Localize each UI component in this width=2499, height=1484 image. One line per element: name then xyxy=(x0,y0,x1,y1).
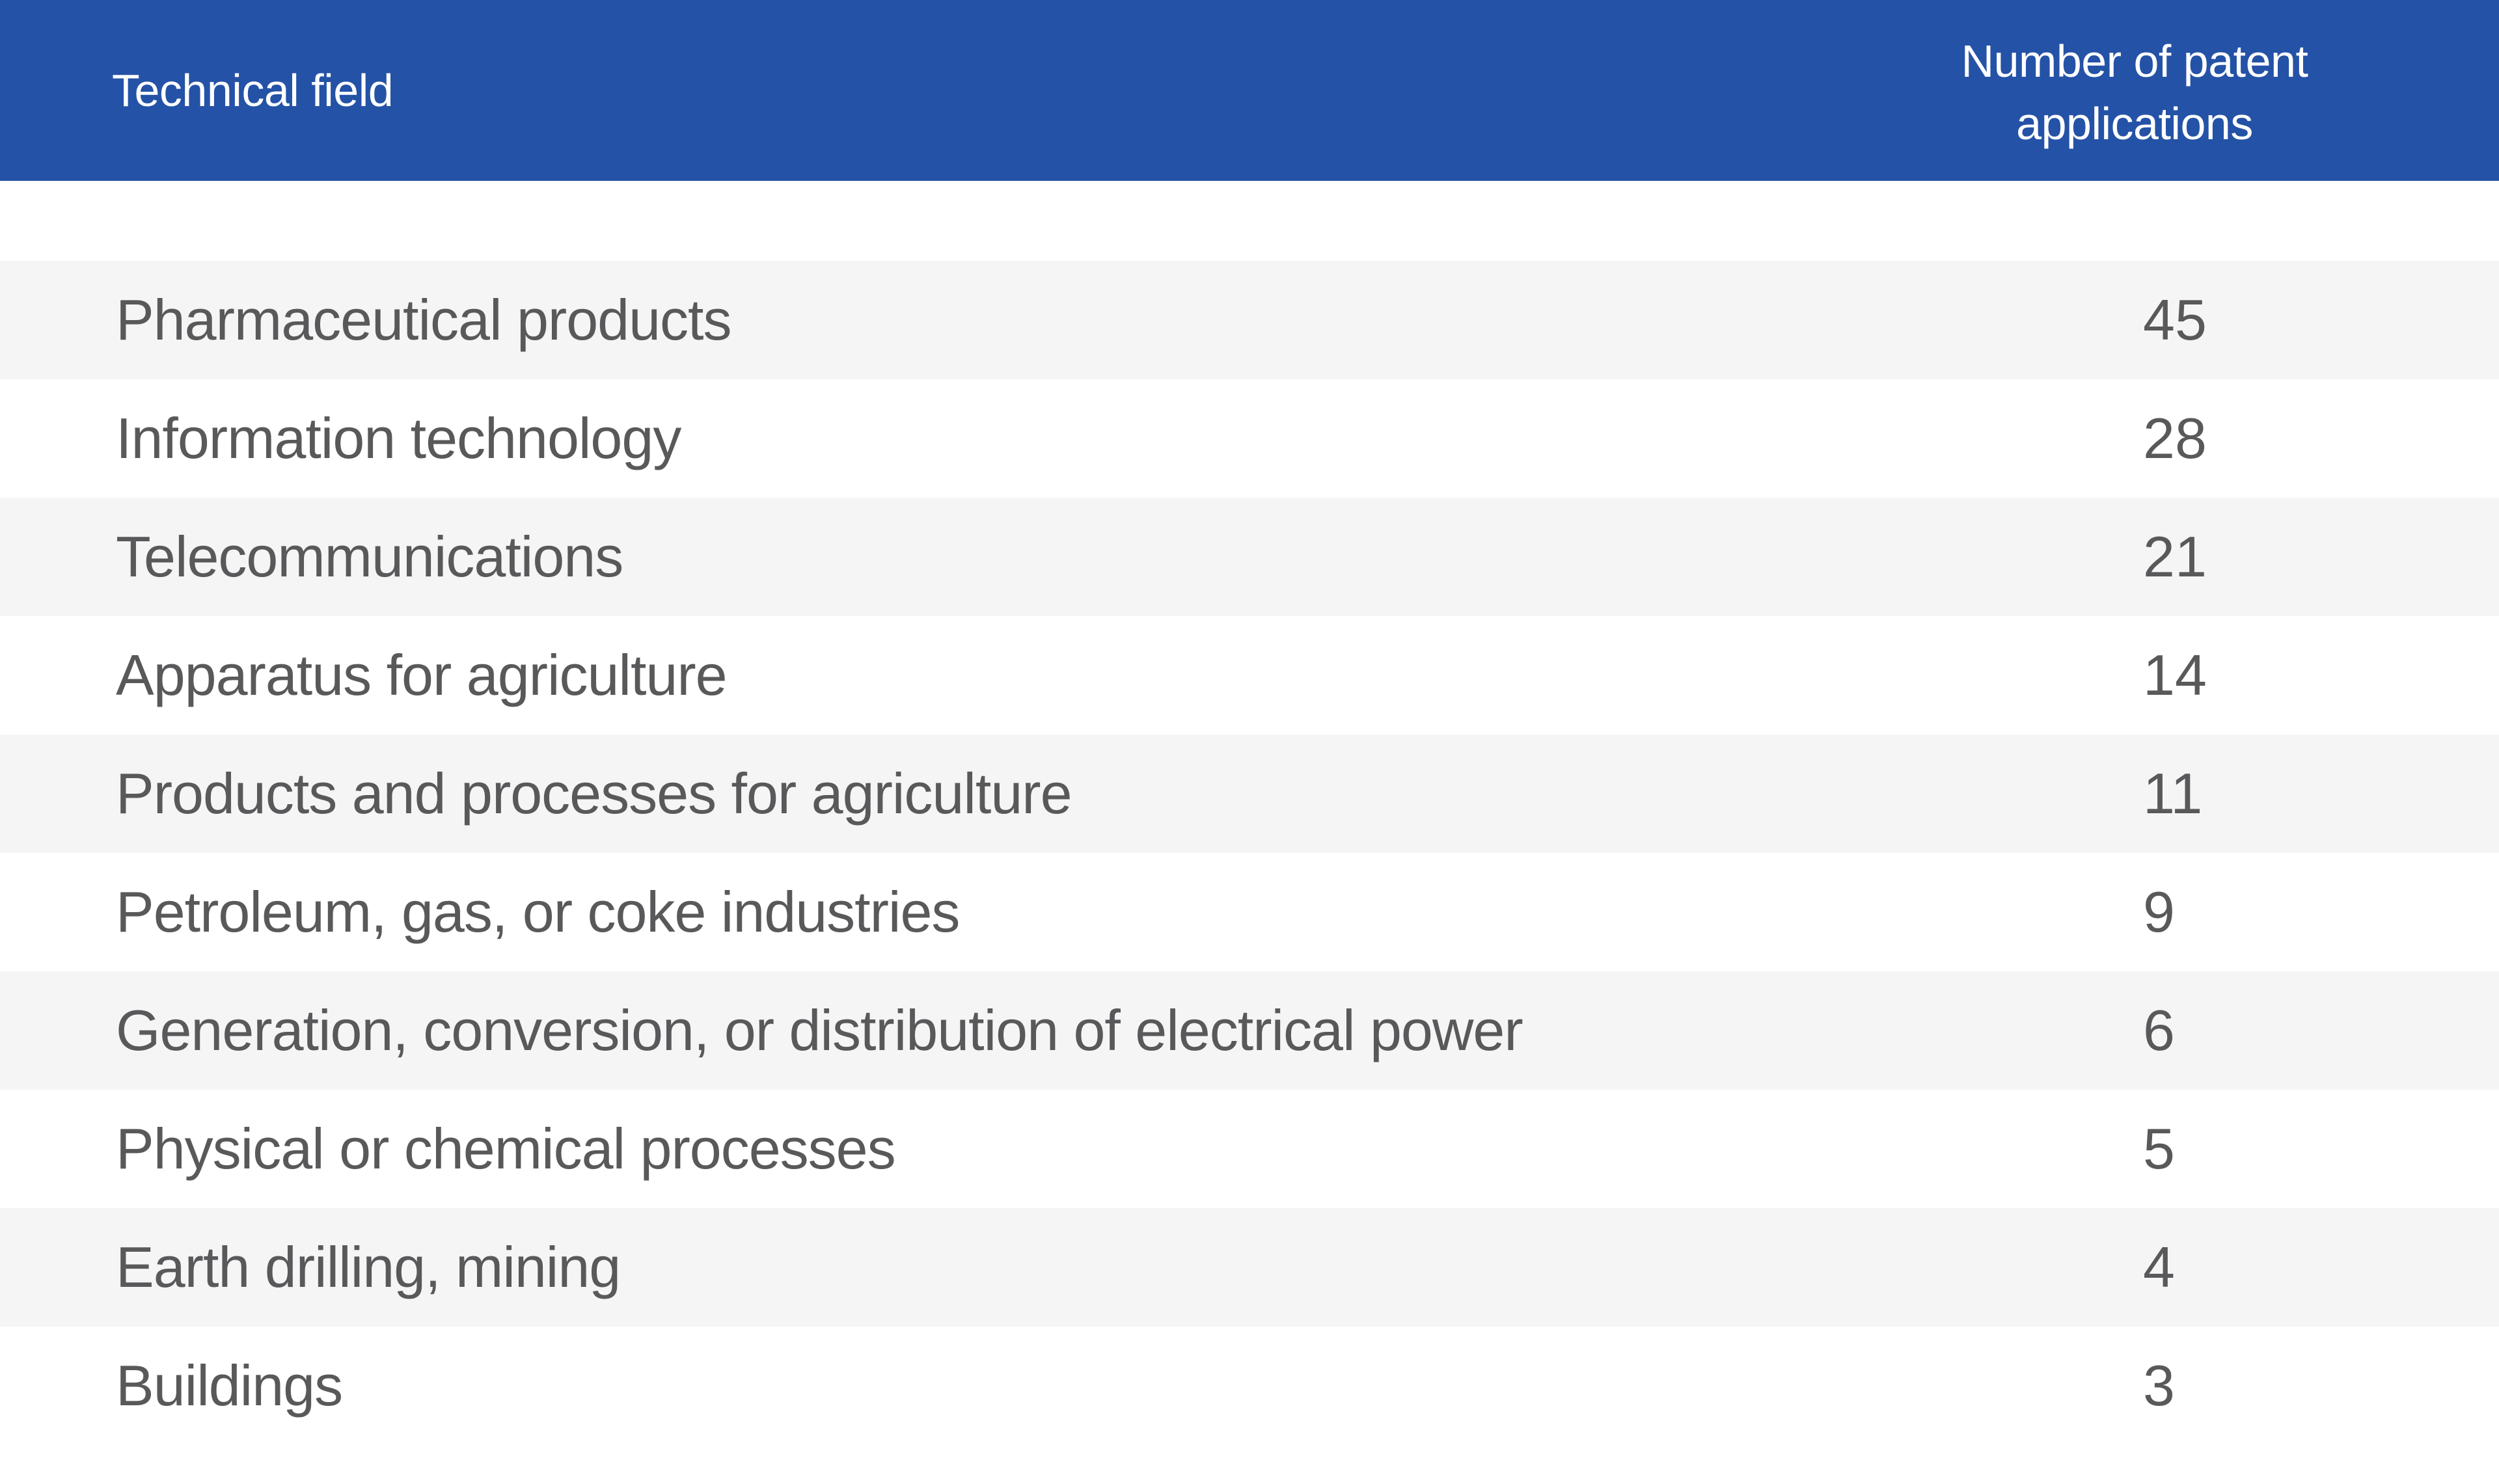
row-value: 28 xyxy=(2143,406,2207,470)
row-field-label: Telecommunications xyxy=(116,524,623,589)
row-field-label: Products and processes for agriculture xyxy=(116,761,1072,826)
table-row: Petroleum, gas, or coke industries 9 xyxy=(0,853,2499,971)
row-field-label: Generation, conversion, or distribution … xyxy=(116,998,1523,1062)
bottom-spacer xyxy=(0,1445,2499,1484)
row-value: 4 xyxy=(2143,1235,2175,1299)
row-field-label: Petroleum, gas, or coke industries xyxy=(116,880,960,944)
row-field-label: Pharmaceutical products xyxy=(116,288,731,352)
table-row: Buildings 3 xyxy=(0,1327,2499,1445)
table-header: Technical field Number of patent applica… xyxy=(0,0,2499,181)
row-field-label: Apparatus for agriculture xyxy=(116,643,728,707)
table-body: Pharmaceutical products 45 Information t… xyxy=(0,261,2499,1445)
row-value: 45 xyxy=(2143,288,2207,352)
row-field-label: Buildings xyxy=(116,1353,343,1418)
row-value: 14 xyxy=(2143,643,2207,707)
row-value: 6 xyxy=(2143,998,2175,1062)
table-row: Physical or chemical processes 5 xyxy=(0,1090,2499,1208)
row-value: 21 xyxy=(2143,524,2207,589)
column-header-technical-field: Technical field xyxy=(112,65,394,116)
column-header-number-of-applications: Number of patent applications xyxy=(1961,36,2308,149)
table-row: Earth drilling, mining 4 xyxy=(0,1208,2499,1327)
table-row: Information technology 28 xyxy=(0,379,2499,498)
row-field-label: Earth drilling, mining xyxy=(116,1235,621,1299)
row-value: 11 xyxy=(2143,761,2203,826)
row-field-label: Information technology xyxy=(116,406,681,470)
header-gap xyxy=(0,181,2499,261)
table-row: Apparatus for agriculture 14 xyxy=(0,616,2499,735)
table-row: Telecommunications 21 xyxy=(0,498,2499,616)
table-row: Pharmaceutical products 45 xyxy=(0,261,2499,379)
table-row: Generation, conversion, or distribution … xyxy=(0,971,2499,1090)
row-field-label: Physical or chemical processes xyxy=(116,1116,896,1181)
row-value: 9 xyxy=(2143,880,2175,944)
row-value: 5 xyxy=(2143,1116,2175,1181)
table-row: Products and processes for agriculture 1… xyxy=(0,735,2499,853)
row-value: 3 xyxy=(2143,1353,2175,1418)
